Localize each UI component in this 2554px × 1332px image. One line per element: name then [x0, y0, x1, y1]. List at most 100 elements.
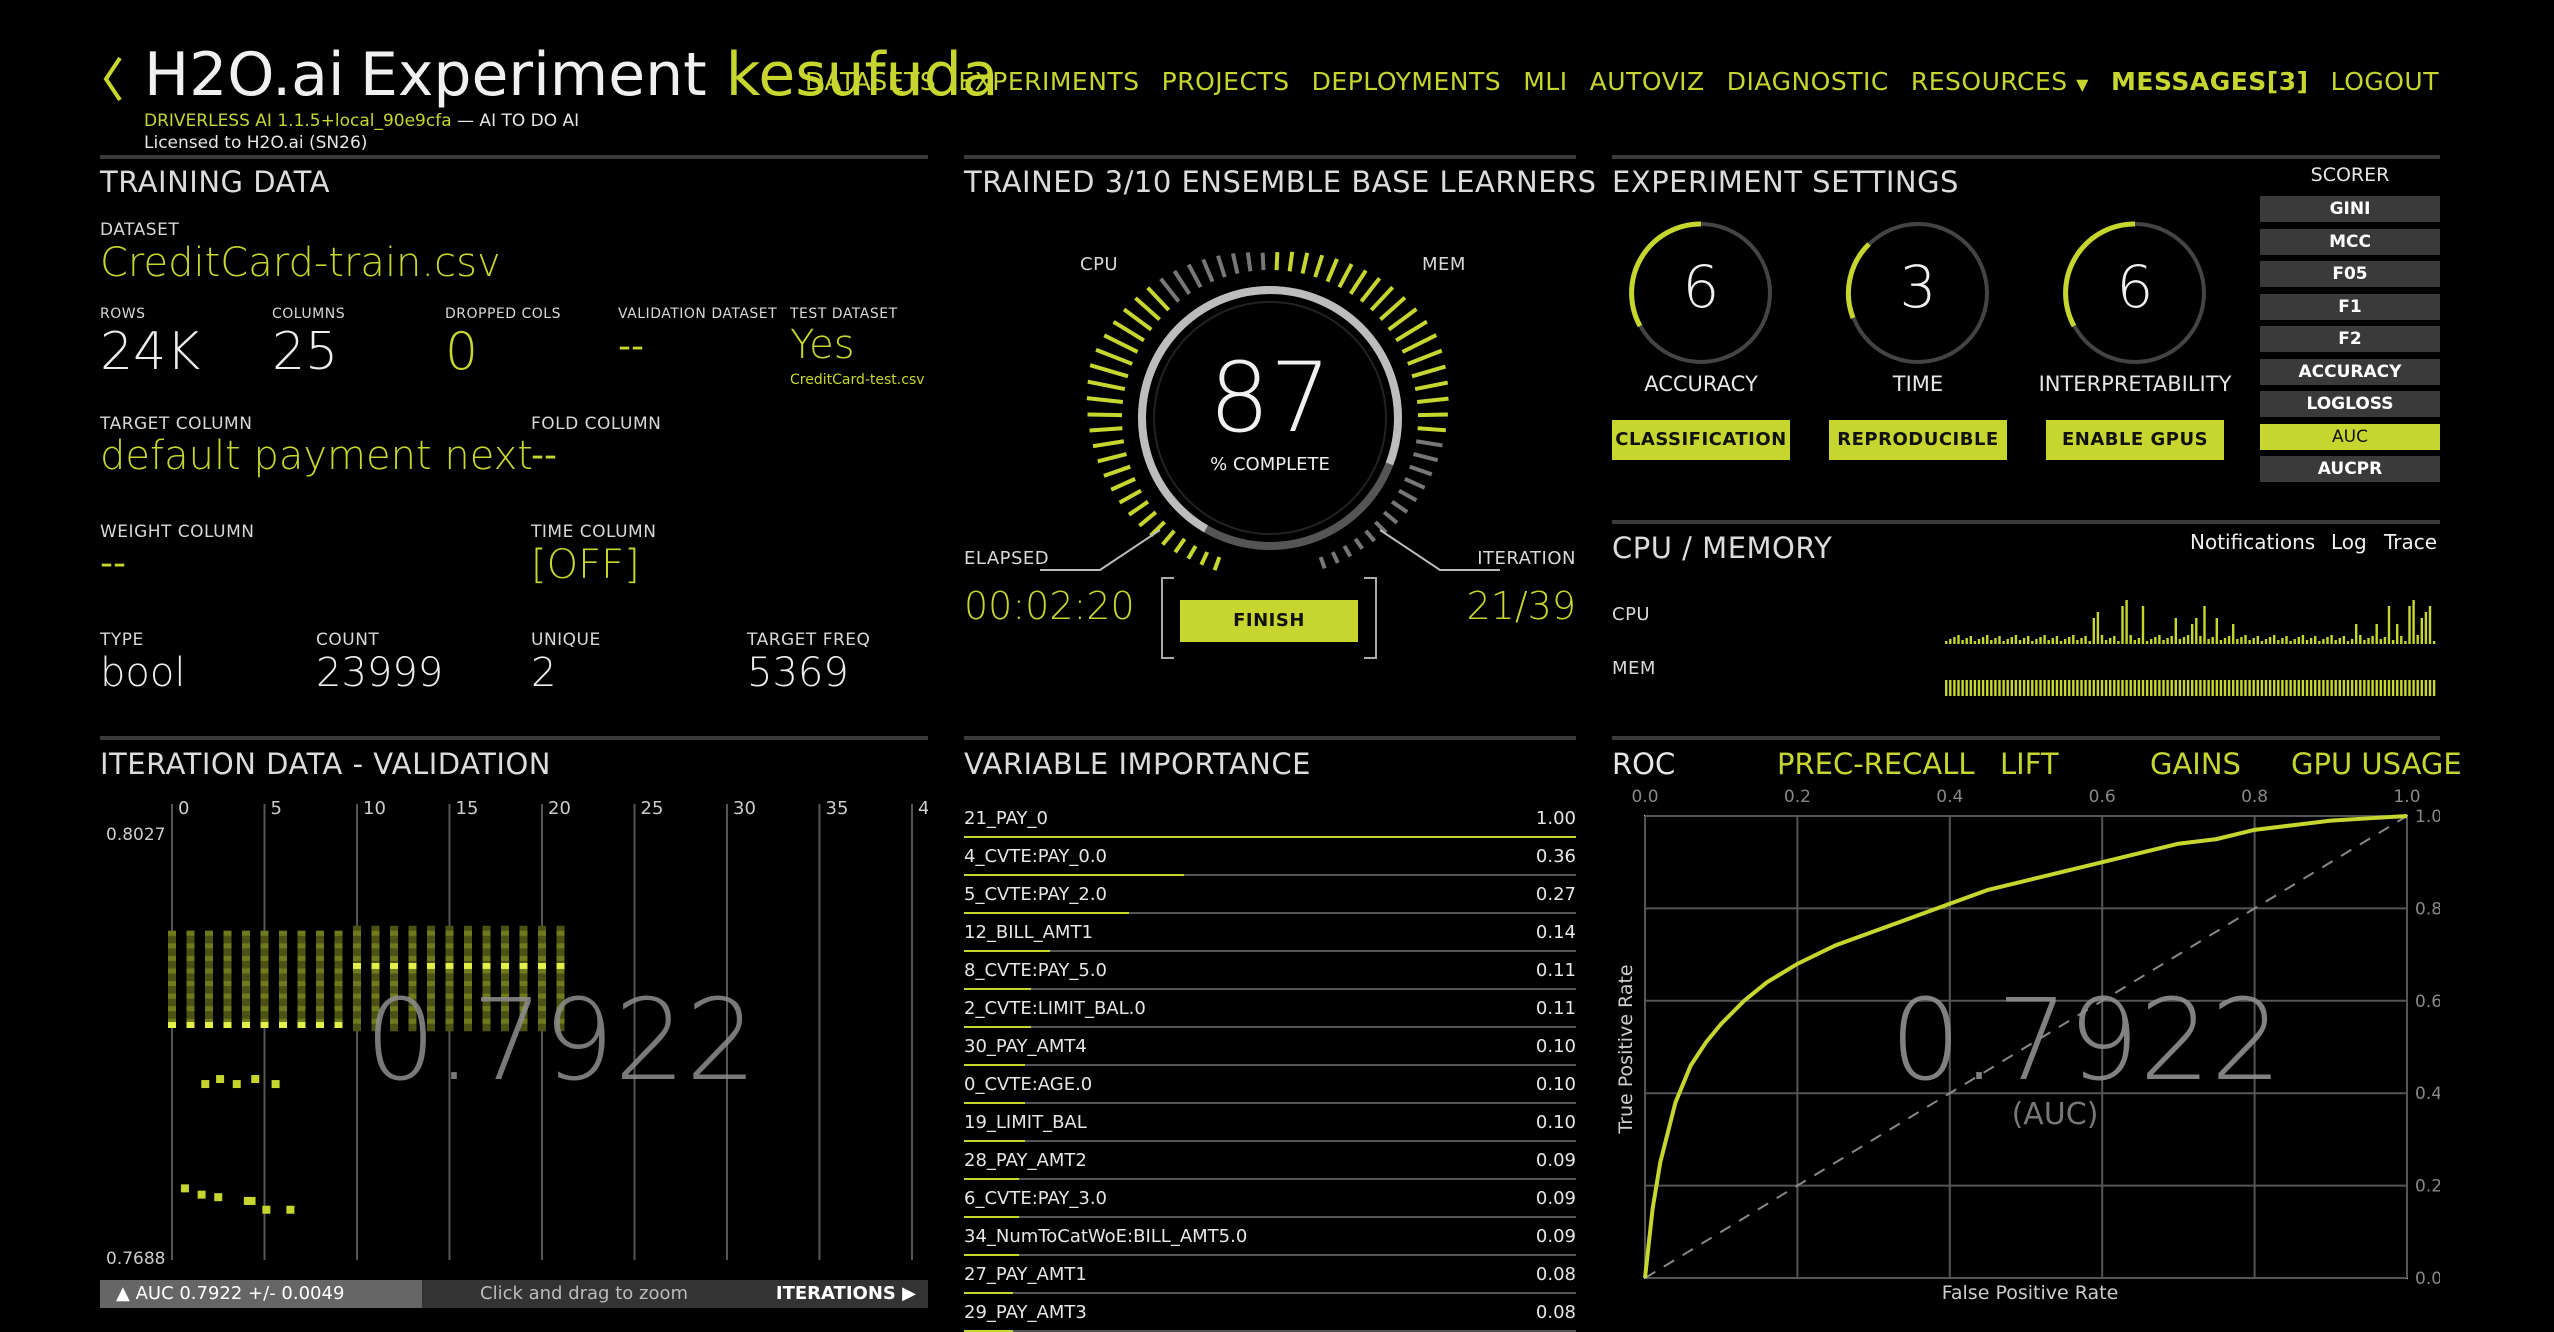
- scorer-accuracy[interactable]: ACCURACY: [2260, 358, 2440, 385]
- nav-deployments[interactable]: DEPLOYMENTS: [1311, 67, 1502, 96]
- accuracy-dial[interactable]: [1628, 220, 1774, 366]
- scorer-f1[interactable]: F1: [2260, 293, 2440, 320]
- vi-row[interactable]: 12_BILL_AMT1 0.14: [964, 914, 1576, 952]
- reproducible-button[interactable]: REPRODUCIBLE: [1829, 420, 2007, 460]
- enable-gpus-button[interactable]: ENABLE GPUS: [2046, 420, 2224, 460]
- scorer-logloss[interactable]: LOGLOSS: [2260, 391, 2440, 417]
- dataset-name[interactable]: CreditCard-train.csv: [100, 240, 501, 286]
- validation-value[interactable]: --: [618, 326, 644, 367]
- scorer-f05[interactable]: F05: [2260, 261, 2440, 287]
- nav-experiments[interactable]: EXPERIMENTS: [958, 67, 1140, 96]
- test-file[interactable]: CreditCard-test.csv: [790, 372, 925, 388]
- best-score-point: [168, 1022, 176, 1029]
- nav-messages[interactable]: MESSAGES[3]: [2111, 67, 2309, 96]
- cpu-bar: [2346, 641, 2350, 644]
- trace-link[interactable]: Trace: [2384, 530, 2438, 554]
- vi-row[interactable]: 34_NumToCatWoE:BILL_AMT5.0 0.09: [964, 1218, 1576, 1256]
- brand-logo[interactable]: H2O.ai: [144, 40, 345, 110]
- best-score-point: [353, 962, 361, 969]
- weight-value[interactable]: --: [100, 543, 126, 584]
- fold-value[interactable]: --: [531, 435, 557, 476]
- candidate-tick: [260, 1006, 269, 1012]
- dial-inner-ring: [1153, 301, 1387, 535]
- candidate-tick: [242, 993, 250, 999]
- candidate-tick: [205, 943, 213, 949]
- vi-row[interactable]: 19_LIMIT_BAL 0.10: [964, 1104, 1576, 1142]
- mem-bar: [1977, 680, 1981, 696]
- best-score-point: [223, 1022, 232, 1029]
- interpretability-dial[interactable]: [2062, 220, 2208, 366]
- candidate-tick: [205, 1018, 213, 1024]
- count-label: COUNT: [316, 630, 380, 650]
- candidate-tick: [371, 993, 380, 999]
- tab-gains[interactable]: GAINS: [2150, 747, 2241, 781]
- dial-tick: [1353, 537, 1364, 550]
- test-label: TEST DATASET: [790, 306, 898, 322]
- vi-row[interactable]: 8_CVTE:PAY_5.0 0.11: [964, 952, 1576, 990]
- scorer-auc[interactable]: AUC: [2260, 423, 2440, 450]
- dial-tick: [1369, 285, 1395, 312]
- cpu-bar: [2195, 618, 2198, 644]
- vi-row[interactable]: 27_PAY_AMT1 0.08: [964, 1256, 1576, 1294]
- vi-value: 0.08: [1535, 1264, 1576, 1285]
- back-icon[interactable]: [100, 54, 126, 108]
- scorer-aucpr[interactable]: AUCPR: [2260, 456, 2440, 482]
- cpu-bar: [2059, 641, 2063, 644]
- classification-button[interactable]: CLASSIFICATION: [1612, 420, 1790, 460]
- mem-bar: [2412, 680, 2415, 696]
- nav-projects[interactable]: PROJECTS: [1161, 67, 1290, 96]
- mem-bar: [2375, 680, 2378, 696]
- nav-resources[interactable]: RESOURCES ▼: [1911, 67, 2089, 96]
- mem-bar: [2051, 680, 2054, 696]
- vi-row[interactable]: 4_CVTE:PAY_0.0 0.36: [964, 838, 1576, 876]
- vi-row[interactable]: 5_CVTE:PAY_2.0 0.27: [964, 876, 1576, 914]
- vi-row[interactable]: 6_CVTE:PAY_3.0 0.09: [964, 1180, 1576, 1218]
- vi-row[interactable]: 29_PAY_AMT3 0.08: [964, 1294, 1576, 1332]
- scorer-gini[interactable]: GINI: [2260, 196, 2440, 222]
- test-value[interactable]: Yes: [790, 322, 855, 368]
- mem-bar: [1973, 680, 1977, 696]
- tab-prec-recall[interactable]: PREC-RECALL: [1777, 747, 1975, 781]
- nav-logout[interactable]: LOGOUT: [2330, 67, 2439, 96]
- target-value[interactable]: default payment next: [100, 433, 533, 479]
- candidate-tick: [538, 943, 546, 949]
- time-dial[interactable]: [1845, 220, 1991, 366]
- version-line: DRIVERLESS AI 1.1.5+local_90e9cfa: [144, 111, 452, 131]
- license-text: Licensed to H2O.ai (SN26): [144, 133, 368, 153]
- cpu-bar: [2244, 635, 2247, 644]
- scorer-f2[interactable]: F2: [2260, 326, 2440, 352]
- tab-gpu-usage[interactable]: GPU USAGE: [2291, 747, 2462, 781]
- cpu-bar: [2178, 639, 2182, 644]
- elapsed-value: 00:02:20: [964, 584, 1135, 628]
- notifications-link[interactable]: Notifications: [2190, 530, 2316, 554]
- candidate-stripe: [390, 925, 398, 1032]
- log-link[interactable]: Log: [2331, 530, 2367, 554]
- vi-row[interactable]: 28_PAY_AMT2 0.09: [964, 1142, 1576, 1180]
- tab-lift[interactable]: LIFT: [2000, 747, 2059, 781]
- iteration-chart[interactable]: 0 5 10 15 20 25 30 35 40 0.8027 0.7688: [100, 794, 928, 1272]
- dial-tick: [1159, 277, 1181, 303]
- dropped-value[interactable]: 0: [445, 322, 479, 382]
- tab-roc[interactable]: ROC: [1612, 747, 1676, 781]
- nav-mli[interactable]: MLI: [1523, 67, 1568, 96]
- iterations-button[interactable]: ITERATIONS ▶: [776, 1280, 916, 1308]
- mem-bar: [2383, 680, 2387, 696]
- cpu-bar: [2281, 638, 2284, 644]
- cpu-bar: [2375, 624, 2378, 644]
- best-score-point: [205, 1022, 213, 1029]
- dial-tick: [1095, 347, 1133, 366]
- nav-datasets[interactable]: DATASETS: [805, 67, 937, 96]
- scorer-mcc[interactable]: MCC: [2260, 228, 2440, 255]
- vi-row[interactable]: 30_PAY_AMT4 0.10: [964, 1028, 1576, 1066]
- roc-chart[interactable]: 0.0 0.2 0.4 0.6 0.8 1.01.0 0.8 0.6 0.4 0.2 0.0: [1612, 784, 2440, 1304]
- vi-row[interactable]: 0_CVTE:AGE.0 0.10: [964, 1066, 1576, 1104]
- candidate-tick: [353, 981, 361, 987]
- nav-diagnostic[interactable]: DIAGNOSTIC: [1726, 67, 1889, 96]
- cpu-bar: [2191, 624, 2194, 644]
- finish-button[interactable]: FINISH: [1180, 600, 1358, 642]
- nav-autoviz[interactable]: AUTOVIZ: [1589, 67, 1705, 96]
- mem-bar: [2150, 680, 2153, 696]
- time-col-value[interactable]: [OFF]: [531, 542, 640, 588]
- vi-row[interactable]: 2_CVTE:LIMIT_BAL.0 0.11: [964, 990, 1576, 1028]
- vi-row[interactable]: 21_PAY_0 1.00: [964, 800, 1576, 838]
